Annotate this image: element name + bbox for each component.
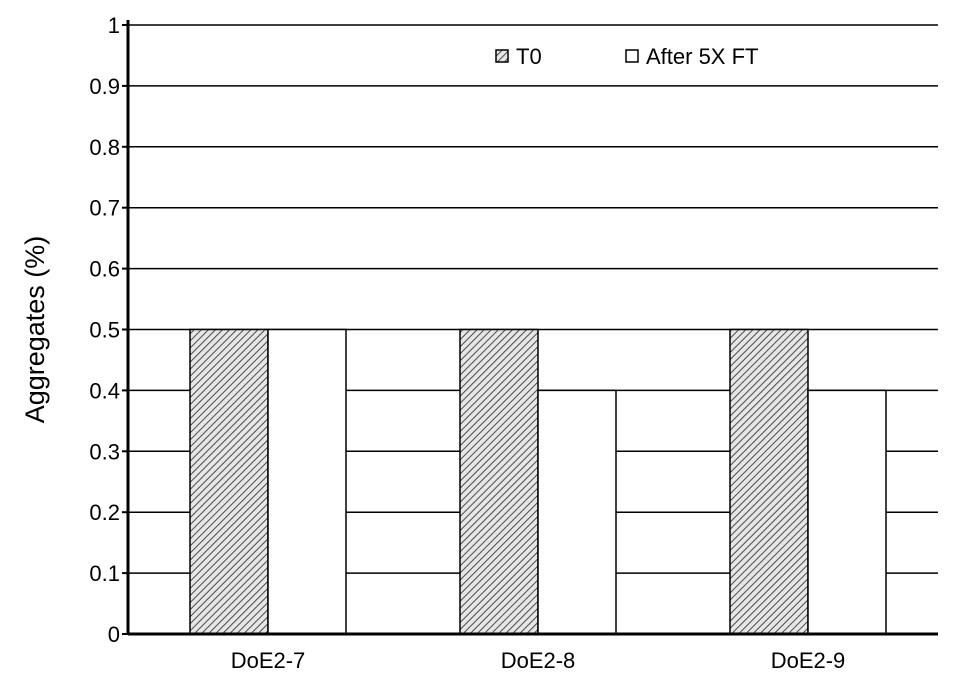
x-category-label-2: DoE2-9 xyxy=(771,648,846,673)
y-tick-label-10: 1 xyxy=(108,13,120,38)
bars xyxy=(189,328,887,635)
y-tick-label-9: 0.9 xyxy=(89,74,120,99)
legend-swatch-t0 xyxy=(495,49,509,63)
bar-t0-doe2-8 xyxy=(459,328,539,635)
bar-after-5x-ft-doe2-7 xyxy=(267,328,347,635)
bar-t0-doe2-7 xyxy=(189,328,269,635)
x-category-label-1: DoE2-8 xyxy=(501,648,576,673)
y-tick-label-4: 0.4 xyxy=(89,378,120,403)
y-tick-label-8: 0.8 xyxy=(89,135,120,160)
y-tick-label-7: 0.7 xyxy=(89,196,120,221)
y-tick-label-1: 0.1 xyxy=(89,561,120,586)
y-tick-label-2: 0.2 xyxy=(89,500,120,525)
legend-label-after-5x-ft: After 5X FT xyxy=(646,44,758,69)
x-category-label-0: DoE2-7 xyxy=(231,648,306,673)
legend: T0 After 5X FT xyxy=(495,44,758,69)
x-category-labels: DoE2-7 DoE2-8 DoE2-9 xyxy=(231,648,846,673)
axes xyxy=(126,20,938,636)
bar-t0-doe2-9 xyxy=(729,328,809,635)
legend-swatch-after-5x-ft xyxy=(625,49,639,63)
bar-after-5x-ft-doe2-8 xyxy=(537,389,617,635)
bar-after-5x-ft-doe2-9 xyxy=(807,389,887,635)
y-tick-label-5: 0.5 xyxy=(89,318,120,343)
y-tick-label-0: 0 xyxy=(108,622,120,647)
y-tick-label-3: 0.3 xyxy=(89,439,120,464)
legend-label-t0: T0 xyxy=(516,44,542,69)
y-axis-title: Aggregates (%) xyxy=(20,236,50,424)
y-tick-label-6: 0.6 xyxy=(89,257,120,282)
y-tick-labels: 0 0.1 0.2 0.3 0.4 0.5 0.6 0.7 0.8 0.9 1 xyxy=(89,13,128,647)
